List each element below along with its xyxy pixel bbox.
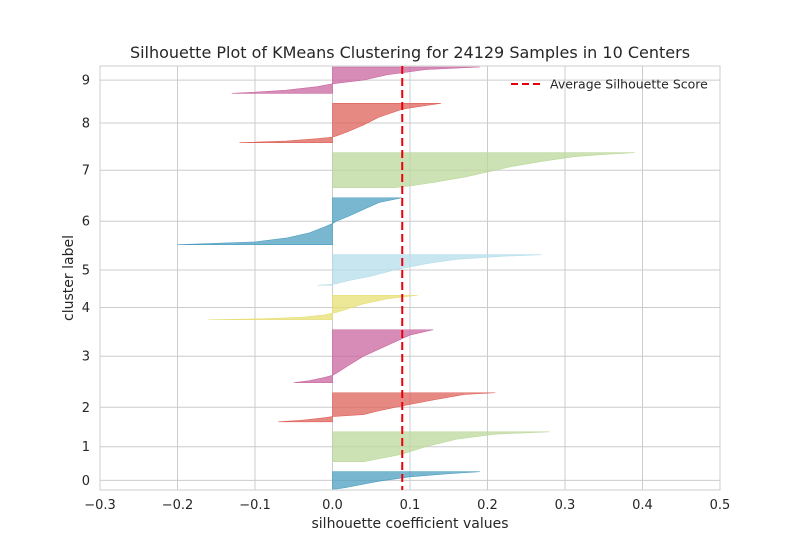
x-tick-label: 0.2: [477, 498, 498, 513]
cluster-9-silhouette: [231, 66, 480, 94]
cluster-6-silhouette: [177, 197, 403, 245]
y-tick-label: 8: [82, 116, 90, 131]
silhouettes: [177, 66, 635, 490]
x-tick-label: −0.1: [239, 498, 271, 513]
x-tick-label: 0.0: [322, 498, 343, 513]
y-tick-label: 3: [82, 350, 90, 365]
cluster-5-silhouette: [316, 254, 542, 286]
grid: [99, 66, 721, 490]
y-tick-label: 0: [82, 474, 90, 489]
y-tick-label: 4: [82, 301, 90, 316]
x-tick-labels: −0.3 −0.2 −0.1 0.0 0.1 0.2 0.3 0.4 0.5: [84, 498, 730, 513]
cluster-1-silhouette: [332, 431, 550, 462]
x-axis-label: silhouette coefficient values: [312, 516, 509, 532]
legend: Average Silhouette Score: [511, 77, 708, 92]
y-tick-label: 2: [82, 401, 90, 416]
x-tick-label: 0.3: [555, 498, 576, 513]
cluster-7-silhouette: [332, 152, 635, 189]
x-tick-label: 0.4: [632, 498, 653, 513]
cluster-8-silhouette: [239, 102, 442, 143]
cluster-2-silhouette: [278, 392, 496, 423]
y-tick-label: 5: [82, 263, 90, 278]
cluster-3-silhouette: [293, 329, 434, 384]
y-tick-label: 6: [82, 215, 90, 230]
legend-label: Average Silhouette Score: [550, 77, 708, 92]
chart-title: Silhouette Plot of KMeans Clustering for…: [130, 43, 690, 62]
x-tick-label: −0.3: [84, 498, 116, 513]
x-tick-label: −0.2: [162, 498, 194, 513]
x-tick-label: 0.5: [710, 498, 731, 513]
cluster-0-silhouette: [332, 471, 480, 490]
x-tick-label: 0.1: [400, 498, 421, 513]
y-tick-label: 7: [82, 164, 90, 179]
y-tick-labels: 0 1 2 3 4 5 6 7 8 9: [82, 74, 90, 489]
y-axis-label: cluster label: [61, 235, 77, 321]
cluster-4-silhouette: [208, 294, 418, 321]
y-tick-label: 9: [82, 74, 90, 89]
y-tick-label: 1: [82, 440, 90, 455]
